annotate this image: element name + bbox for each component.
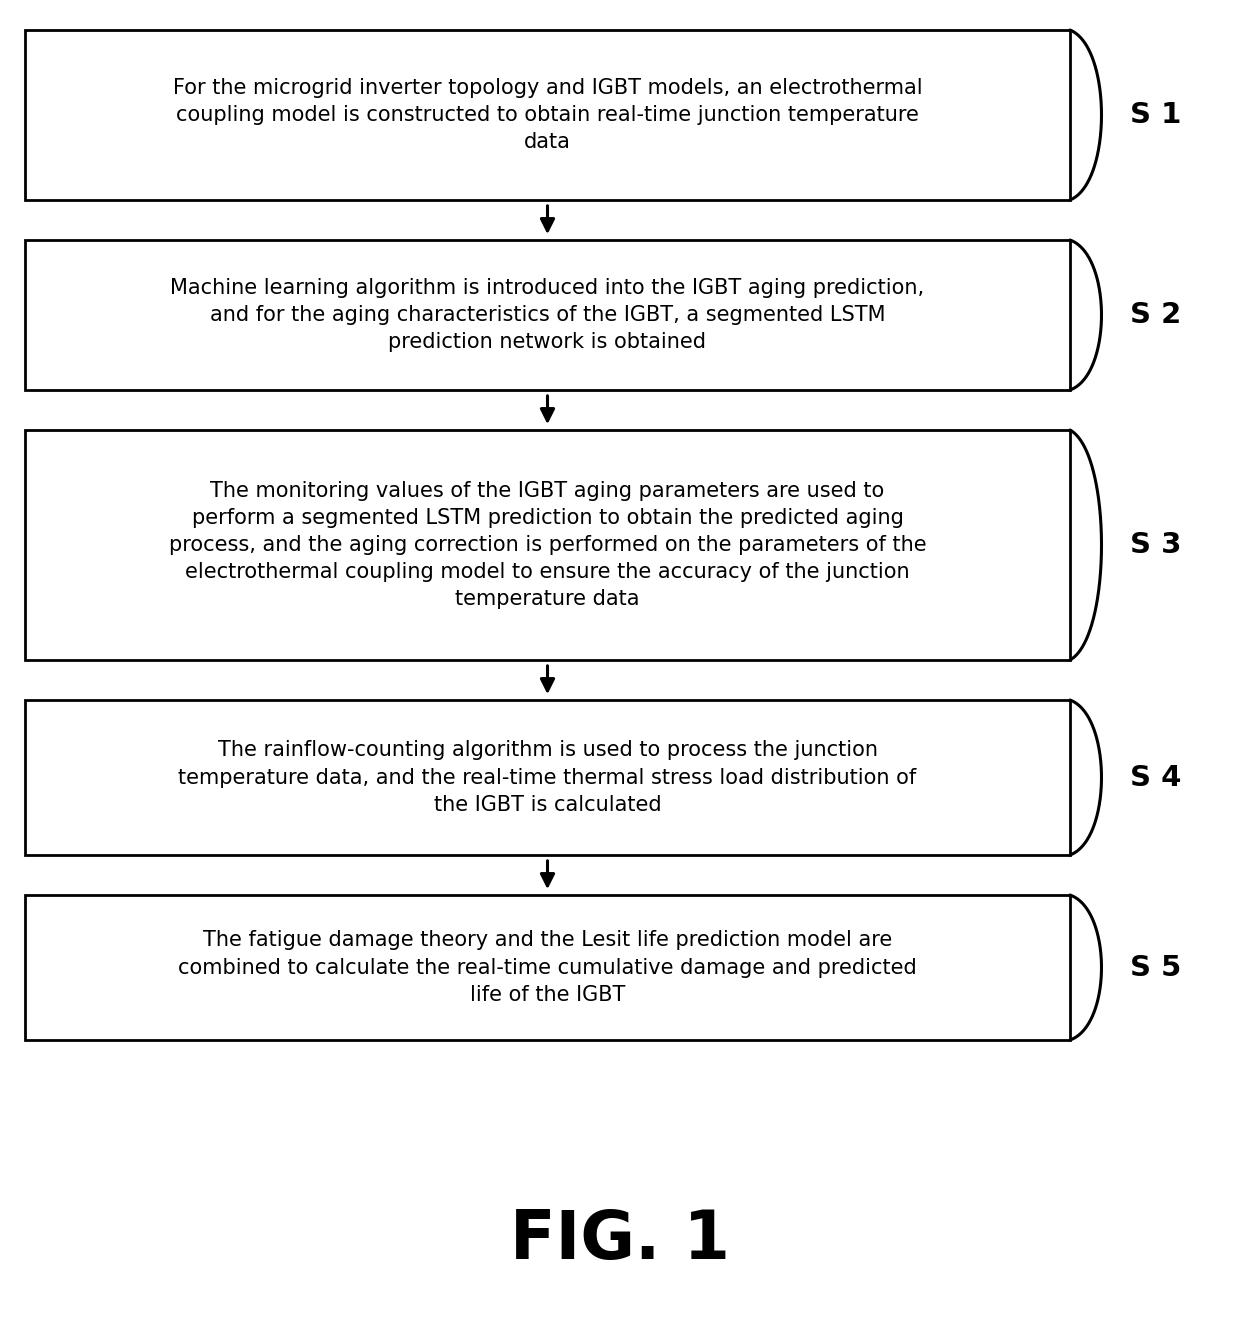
Text: For the microgrid inverter topology and IGBT models, an electrothermal
coupling : For the microgrid inverter topology and … [172,77,923,152]
Text: S 2: S 2 [1130,301,1182,329]
Text: The monitoring values of the IGBT aging parameters are used to
perform a segment: The monitoring values of the IGBT aging … [169,480,926,610]
FancyBboxPatch shape [25,895,1070,1041]
FancyBboxPatch shape [25,700,1070,855]
Text: S 1: S 1 [1130,101,1182,129]
Text: Machine learning algorithm is introduced into the IGBT aging prediction,
and for: Machine learning algorithm is introduced… [170,277,925,352]
FancyBboxPatch shape [25,29,1070,200]
Text: S 4: S 4 [1130,763,1182,791]
FancyBboxPatch shape [25,240,1070,390]
Text: S 3: S 3 [1130,531,1182,559]
Text: The fatigue damage theory and the Lesit life prediction model are
combined to ca: The fatigue damage theory and the Lesit … [179,930,916,1005]
Text: The rainflow-counting algorithm is used to process the junction
temperature data: The rainflow-counting algorithm is used … [179,740,916,815]
Text: FIG. 1: FIG. 1 [510,1207,730,1273]
FancyBboxPatch shape [25,430,1070,660]
Text: S 5: S 5 [1130,954,1182,982]
